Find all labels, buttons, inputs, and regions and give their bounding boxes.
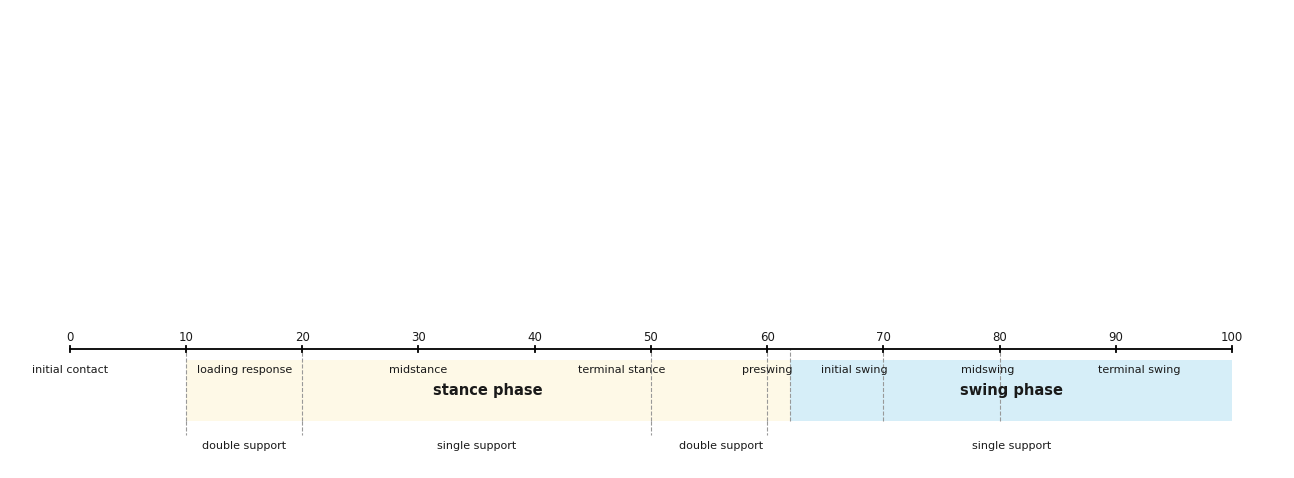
Text: initial contact: initial contact <box>32 365 107 375</box>
Text: 60: 60 <box>760 331 775 344</box>
Text: 80: 80 <box>992 331 1007 344</box>
Text: stance phase: stance phase <box>433 383 543 398</box>
Text: 10: 10 <box>179 331 194 344</box>
Text: loading response: loading response <box>197 365 291 375</box>
Text: swing phase: swing phase <box>960 383 1062 398</box>
Text: midstance: midstance <box>389 365 448 375</box>
Text: single support: single support <box>972 441 1051 451</box>
Text: 100: 100 <box>1220 331 1244 344</box>
Bar <box>791 360 1232 421</box>
Text: double support: double support <box>678 441 762 451</box>
Text: 20: 20 <box>295 331 309 344</box>
Text: double support: double support <box>202 441 286 451</box>
Text: initial swing: initial swing <box>820 365 888 375</box>
Text: terminal stance: terminal stance <box>578 365 665 375</box>
Text: 70: 70 <box>876 331 890 344</box>
Text: 40: 40 <box>527 331 542 344</box>
Text: preswing: preswing <box>741 365 792 375</box>
Text: 90: 90 <box>1108 331 1123 344</box>
Text: midswing: midswing <box>961 365 1014 375</box>
Bar <box>186 360 791 421</box>
Text: 50: 50 <box>643 331 659 344</box>
Text: single support: single support <box>437 441 516 451</box>
Text: 0: 0 <box>66 331 74 344</box>
Text: terminal swing: terminal swing <box>1097 365 1180 375</box>
Text: 30: 30 <box>411 331 426 344</box>
